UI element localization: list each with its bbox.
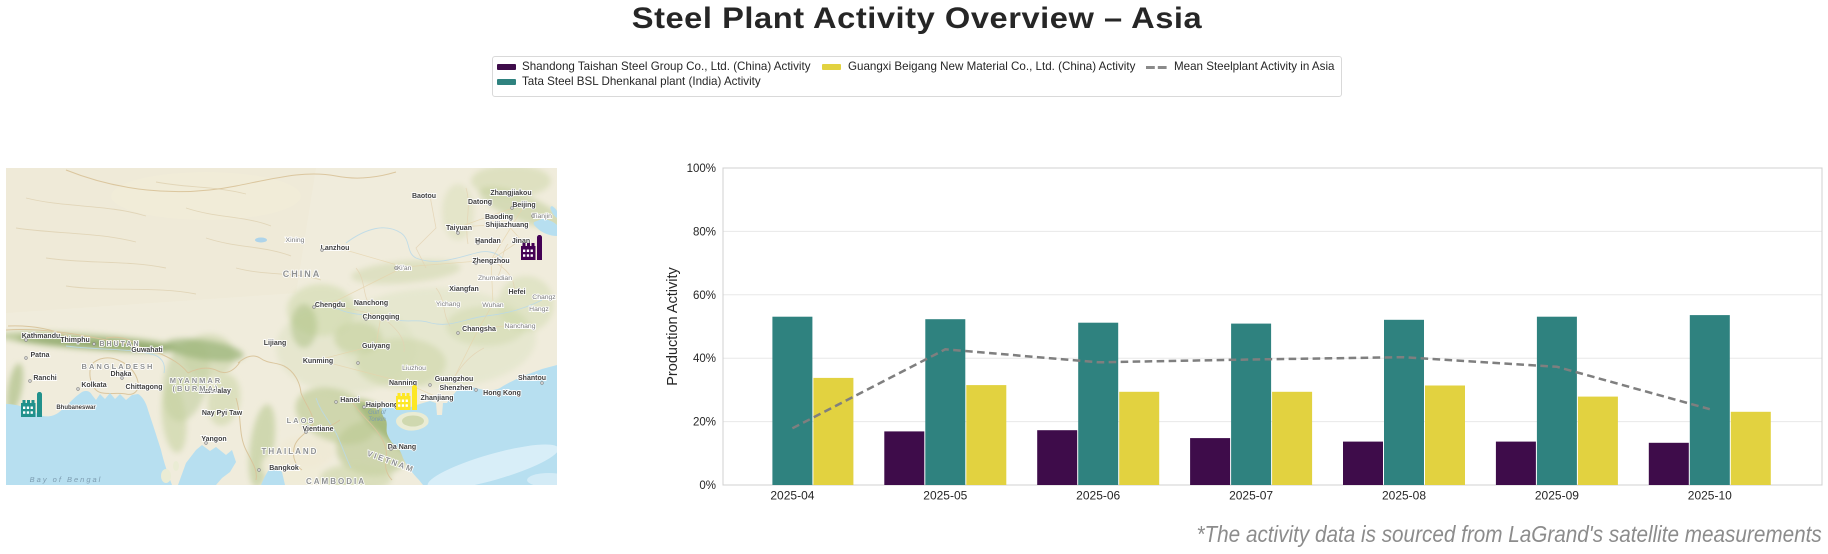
svg-text:Gulf of: Gulf of	[368, 410, 387, 416]
svg-text:40%: 40%	[693, 353, 716, 365]
svg-text:2025-06: 2025-06	[1076, 489, 1120, 503]
svg-text:Xiangfan: Xiangfan	[449, 286, 479, 293]
svg-text:Thimphu: Thimphu	[60, 337, 90, 344]
svg-text:Yangon: Yangon	[201, 436, 226, 443]
svg-text:MYANMAR: MYANMAR	[170, 376, 222, 385]
svg-text:Beijing: Beijing	[512, 202, 535, 209]
svg-text:Nanning: Nanning	[389, 380, 417, 387]
svg-text:2025-07: 2025-07	[1229, 489, 1273, 503]
svg-text:60%: 60%	[693, 290, 716, 302]
svg-text:0%: 0%	[699, 480, 716, 492]
svg-text:LAOS: LAOS	[287, 416, 316, 425]
svg-text:Zhangjiakou: Zhangjiakou	[490, 190, 531, 197]
svg-text:Lanzhou: Lanzhou	[321, 245, 350, 252]
svg-text:2025-09: 2025-09	[1535, 489, 1579, 503]
svg-text:Chongqing: Chongqing	[363, 314, 400, 321]
svg-text:Zhengzhou: Zhengzhou	[472, 258, 509, 265]
svg-text:Baotou: Baotou	[412, 193, 436, 200]
svg-text:CAMBODIA: CAMBODIA	[306, 477, 366, 485]
svg-text:Tonkin: Tonkin	[368, 417, 386, 423]
svg-text:Zhanjiang: Zhanjiang	[420, 395, 453, 402]
svg-text:Baoding: Baoding	[485, 214, 513, 221]
svg-text:Handan: Handan	[475, 238, 501, 245]
svg-text:Shenzhen: Shenzhen	[439, 385, 472, 392]
svg-text:Kunming: Kunming	[303, 358, 333, 365]
svg-text:Haiphong: Haiphong	[366, 402, 398, 409]
svg-text:Taiyuan: Taiyuan	[446, 225, 472, 232]
svg-text:Jinan: Jinan	[512, 238, 530, 245]
svg-text:CHINA: CHINA	[283, 269, 322, 279]
svg-text:Da Nang: Da Nang	[388, 444, 416, 451]
svg-text:Hanoi: Hanoi	[340, 397, 360, 404]
svg-text:2025-04: 2025-04	[770, 489, 814, 503]
svg-text:Guangzhou: Guangzhou	[435, 376, 474, 383]
svg-text:(BURMA): (BURMA)	[173, 384, 220, 393]
svg-text:Hefei: Hefei	[508, 289, 525, 296]
svg-text:Zhumadian: Zhumadian	[478, 275, 512, 282]
svg-text:2025-08: 2025-08	[1382, 489, 1426, 503]
svg-text:20%: 20%	[693, 417, 716, 429]
svg-text:Ranchi: Ranchi	[33, 375, 56, 382]
svg-text:Production Activity: Production Activity	[665, 267, 681, 386]
svg-text:Xining: Xining	[286, 237, 305, 244]
svg-text:Chittagong: Chittagong	[126, 384, 163, 391]
svg-text:Bhubaneswar: Bhubaneswar	[56, 405, 96, 411]
svg-text:BANGLADESH: BANGLADESH	[82, 362, 155, 371]
svg-text:Kolkata: Kolkata	[81, 382, 106, 389]
svg-text:Guwahati: Guwahati	[131, 347, 163, 354]
svg-text:Tianjin: Tianjin	[532, 213, 552, 220]
svg-text:Nanchang: Nanchang	[505, 323, 536, 330]
svg-text:Guiyang: Guiyang	[362, 343, 390, 350]
svg-text:80%: 80%	[693, 226, 716, 238]
svg-text:Shantou: Shantou	[518, 375, 546, 382]
svg-text:Hangz: Hangz	[529, 306, 549, 313]
svg-text:Patna: Patna	[30, 352, 49, 359]
svg-text:Mandalay: Mandalay	[199, 388, 231, 395]
svg-text:Bangkok: Bangkok	[269, 465, 299, 472]
svg-text:Hong Kong: Hong Kong	[483, 390, 521, 397]
svg-text:Kathmandu: Kathmandu	[22, 333, 61, 340]
svg-text:Dhaka: Dhaka	[110, 371, 131, 378]
svg-text:THAILAND: THAILAND	[262, 447, 319, 456]
svg-text:100%: 100%	[687, 163, 716, 175]
svg-text:Chengdu: Chengdu	[315, 302, 345, 309]
svg-text:Nanchong: Nanchong	[354, 300, 388, 307]
svg-text:BHUTAN: BHUTAN	[99, 341, 140, 348]
svg-text:Datong: Datong	[468, 199, 492, 206]
svg-text:Xi'an: Xi'an	[397, 265, 412, 272]
svg-text:Shijiazhuang: Shijiazhuang	[485, 222, 528, 229]
svg-text:Nay Pyi Taw: Nay Pyi Taw	[202, 410, 243, 417]
svg-text:Liuzhou: Liuzhou	[402, 365, 426, 372]
svg-text:2025-10: 2025-10	[1688, 489, 1732, 503]
svg-text:Changsha: Changsha	[462, 326, 496, 333]
svg-text:Vientiane: Vientiane	[303, 426, 334, 433]
svg-text:Bay of Bengal: Bay of Bengal	[30, 475, 103, 484]
svg-text:Yichang: Yichang	[436, 301, 461, 308]
svg-text:Lijiang: Lijiang	[264, 340, 287, 347]
svg-text:2025-05: 2025-05	[923, 489, 967, 503]
svg-text:Changz: Changz	[532, 294, 556, 301]
svg-text:Wuhan: Wuhan	[482, 302, 504, 309]
